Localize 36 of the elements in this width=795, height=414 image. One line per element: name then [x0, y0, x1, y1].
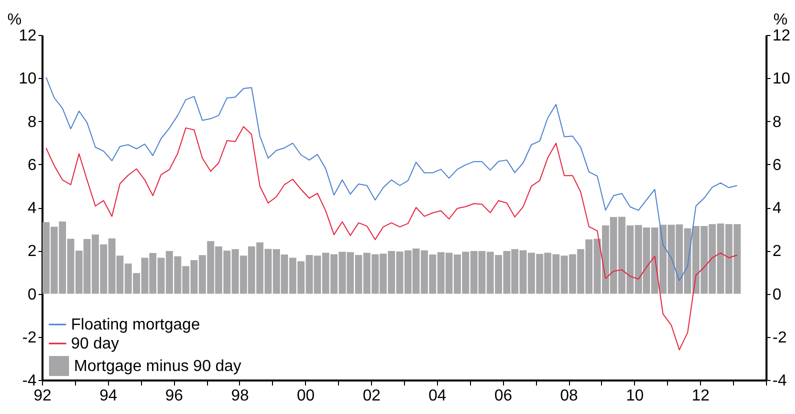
- legend-label: Floating mortgage: [71, 316, 200, 334]
- x-tick-label: 08: [560, 388, 578, 404]
- x-tick-label: 06: [494, 388, 512, 404]
- line-series: [46, 126, 738, 350]
- y2-axis-title: %: [773, 12, 788, 28]
- line-series: [46, 76, 738, 282]
- x-tick-label: 92: [34, 388, 52, 404]
- x-tick-label: 12: [692, 388, 710, 404]
- y-tick-label: 6: [28, 156, 37, 174]
- x-tick-label: 02: [362, 388, 381, 404]
- y-tick-label: 4: [28, 200, 37, 217]
- y-tick-label: 10: [18, 70, 37, 88]
- y2-tick-label: -4: [772, 372, 787, 390]
- y-tick-label: 8: [28, 114, 37, 131]
- y-tick-label: -4: [22, 372, 37, 390]
- y2-tick-label: 4: [772, 200, 782, 217]
- legend-label: 90 day: [71, 336, 120, 352]
- x-tick-label: 94: [99, 388, 118, 404]
- x-tick-label: 10: [626, 388, 644, 404]
- y-tick-label: 0: [28, 286, 37, 304]
- y2-tick-label: 0: [772, 286, 782, 304]
- y2-tick-label: 12: [772, 28, 790, 44]
- y2-tick-label: 6: [772, 156, 782, 174]
- x-tick-label: 96: [165, 388, 184, 404]
- y-tick-label: 12: [18, 28, 37, 44]
- x-tick-label: 00: [296, 388, 315, 404]
- legend-label: Mortgage minus 90 day: [74, 358, 242, 375]
- y-axis-title: %: [7, 12, 22, 28]
- y-tick-label: 2: [28, 243, 37, 260]
- y2-tick-label: 8: [772, 114, 782, 131]
- y2-tick-label: 2: [772, 243, 782, 260]
- x-tick-label: 04: [428, 388, 446, 404]
- y2-tick-label: -2: [772, 329, 787, 346]
- x-tick-label: 98: [231, 388, 249, 404]
- y-tick-label: -2: [22, 329, 37, 346]
- y2-tick-label: 10: [772, 70, 790, 88]
